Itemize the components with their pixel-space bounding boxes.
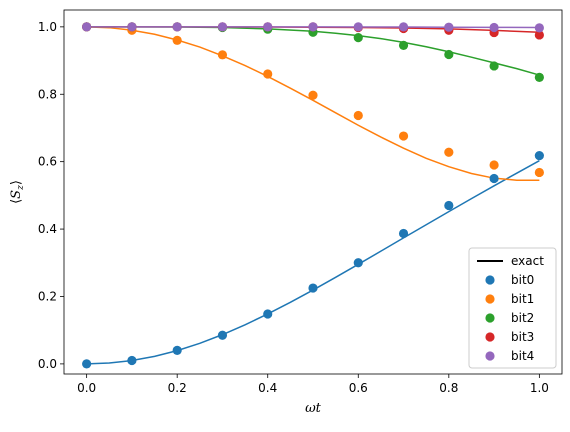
legend-item-bit3: bit3 — [485, 330, 534, 344]
marker-bit0 — [308, 283, 318, 293]
marker-bit1 — [172, 35, 182, 45]
legend-label: bit4 — [511, 349, 534, 363]
marker-bit4 — [308, 22, 318, 32]
x-tick-label: 1.0 — [530, 381, 549, 395]
x-tick-label: 0.0 — [77, 381, 96, 395]
marker-bit2 — [353, 33, 363, 43]
y-tick-label: 0.6 — [38, 155, 57, 169]
legend-marker-swatch — [485, 332, 495, 342]
marker-bit1 — [353, 110, 363, 121]
legend-item-exact: exact — [477, 254, 544, 268]
legend-marker-swatch — [485, 351, 495, 361]
marker-bit3 — [534, 30, 544, 40]
marker-bit0 — [263, 309, 273, 319]
x-tick-label: 0.2 — [168, 381, 187, 395]
marker-bit4 — [82, 22, 92, 32]
exact-curve-bit4 — [86, 26, 540, 29]
marker-bit4 — [444, 22, 454, 32]
legend-item-bit1: bit1 — [485, 292, 534, 306]
marker-bit4 — [489, 22, 499, 33]
marker-bit2 — [489, 61, 499, 71]
y-axis-label: ⟨Sz⟩ — [9, 180, 26, 204]
marker-bit0 — [82, 359, 92, 369]
marker-bit4 — [172, 22, 182, 32]
marker-bit2 — [534, 72, 544, 83]
marker-bit0 — [172, 345, 182, 356]
legend-marker-swatch — [485, 294, 495, 304]
marker-bit4 — [398, 22, 409, 32]
marker-bit0 — [217, 330, 228, 340]
marker-bit0 — [398, 228, 409, 239]
marker-bit0 — [127, 355, 137, 366]
legend-item-bit4: bit4 — [485, 349, 534, 363]
legend-marker-swatch — [485, 275, 495, 285]
x-tick-label: 0.8 — [439, 381, 458, 395]
exact-curve-bit1 — [86, 26, 540, 181]
y-axis: 0.0 0.2 0.4 0.6 0.8 1.0 — [38, 20, 64, 371]
marker-bit4 — [217, 22, 228, 32]
x-tick-label: 0.4 — [258, 381, 277, 395]
legend-label: exact — [511, 254, 544, 268]
x-axis: 0.0 0.2 0.4 0.6 0.8 1.0 — [77, 374, 549, 395]
marker-bit0 — [444, 200, 454, 211]
data-markers — [82, 22, 544, 369]
x-axis-label: ωt — [305, 401, 322, 416]
legend-label: bit2 — [511, 311, 534, 325]
y-tick-label: 1.0 — [38, 20, 57, 34]
legend-label: bit0 — [511, 273, 534, 287]
marker-bit2 — [398, 40, 409, 50]
marker-bit0 — [534, 151, 544, 161]
marker-bit1 — [489, 160, 499, 170]
y-axis-label-close: ⟩ — [9, 180, 24, 185]
x-tick-label: 0.6 — [349, 381, 368, 395]
legend-item-bit2: bit2 — [485, 311, 534, 325]
marker-bit4 — [263, 22, 273, 32]
legend-item-bit0: bit0 — [485, 273, 534, 287]
marker-bit4 — [127, 22, 137, 32]
legend-label: bit3 — [511, 330, 534, 344]
legend-marker-swatch — [485, 313, 495, 323]
legend: exact bit0 bit1 bit2 bit3 bit4 — [468, 247, 557, 369]
marker-bit1 — [308, 90, 318, 100]
marker-bit2 — [444, 49, 454, 60]
y-tick-label: 0.4 — [38, 222, 57, 236]
marker-bit0 — [489, 173, 499, 184]
marker-bit1 — [534, 167, 544, 178]
y-tick-label: 0.8 — [38, 87, 57, 101]
marker-bit4 — [353, 22, 363, 32]
marker-bit1 — [217, 50, 228, 60]
y-axis-label-symbol: S — [9, 190, 24, 199]
marker-bit1 — [263, 69, 273, 79]
y-axis-label-open: ⟨ — [9, 199, 24, 204]
marker-bit1 — [398, 131, 409, 141]
marker-bit1 — [444, 147, 454, 157]
marker-bit4 — [534, 23, 544, 33]
y-axis-label-subscript: z — [16, 185, 26, 191]
legend-label: bit1 — [511, 292, 534, 306]
y-tick-label: 0.0 — [38, 357, 57, 371]
y-tick-label: 0.2 — [38, 289, 57, 303]
marker-bit0 — [353, 258, 363, 268]
